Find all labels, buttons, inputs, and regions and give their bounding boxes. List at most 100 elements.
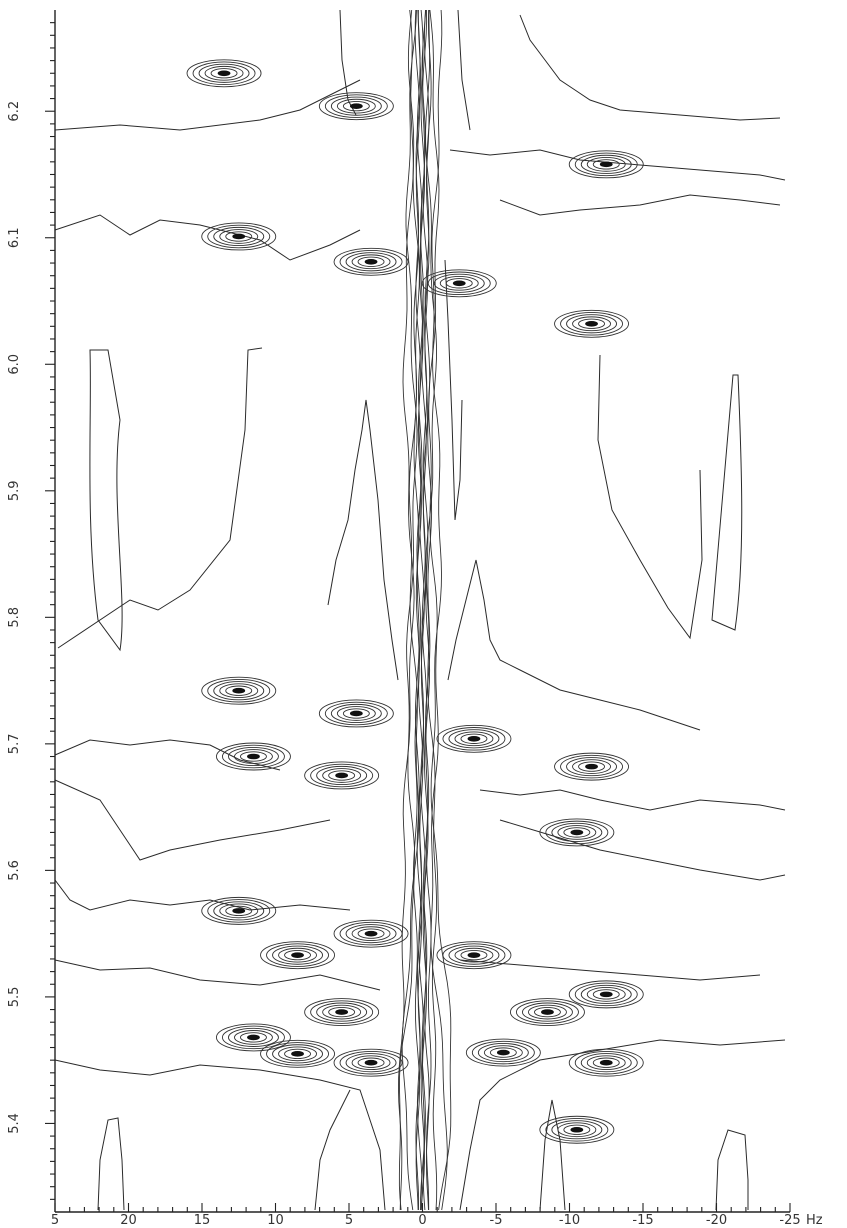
left-band-contour [89,349,123,652]
peak-contour-ring [219,683,259,699]
center-ridge-line [414,9,422,1211]
peak-contour-ring [522,1002,573,1022]
bottom-contour [54,1059,386,1211]
peak-contour-ring [342,708,370,719]
y-tick-label: 6.1 [7,227,22,248]
peak-contour-ring [460,733,488,744]
peak [539,818,615,847]
upper-left-contour [54,214,361,261]
peak-core [291,952,304,958]
mid-right-contour-2 [499,819,786,881]
peak-contour-ring [578,318,605,329]
center-ridge-line [398,9,418,1211]
peak-contour-ring [489,1047,517,1058]
peak [186,59,262,88]
peak-contour-ring [221,744,285,769]
peak-contour-ring [333,247,409,276]
peak-core [232,233,246,240]
peak-contour-ring [272,1044,323,1064]
peak-contour-ring [339,250,403,274]
right-ridge-contour [597,354,703,640]
peak-contour-ring [207,678,271,703]
peak-contour-ring [215,742,291,771]
peak-contour-ring [316,765,368,786]
peak-contour-ring [225,231,253,242]
peak-contour-ring [421,269,497,298]
peak-contour-ring [477,1043,529,1063]
peak-contour-ring [345,1053,397,1073]
peak-contour-ring [219,229,259,244]
peak-contour-ring [266,1042,329,1066]
peak-contour-ring [318,699,394,728]
x-tick-label: -20 [706,1213,727,1228]
bottom-mid-stem [314,1089,351,1211]
peak-contour-ring [483,1045,523,1060]
peak [260,941,335,970]
peak-contour-ring [551,1120,603,1140]
peak-contour-ring [213,226,265,247]
peak-contour-ring [207,224,271,249]
peak-contour-ring [278,1046,317,1062]
peak-core [570,829,584,836]
x-tick-label: 5 [345,1213,353,1228]
x-tick-label: -5 [490,1213,503,1228]
x-axis-unit-label: Hz [806,1213,823,1228]
peak-core [585,763,598,770]
center-ridge-line [401,9,420,1211]
peak-contour-ring [266,943,329,967]
contour-lines [54,9,786,1211]
peak-core [599,991,613,998]
peak-contour-ring [260,1039,335,1068]
peak [201,676,277,705]
peak [201,896,277,925]
peak-contour-ring [201,896,277,925]
peak-core [364,930,378,937]
peak-contour-ring [460,950,488,961]
center-ridge-line [421,9,429,1211]
peak-contour-ring [324,94,388,118]
peak [510,998,585,1027]
peak-contour-ring [551,822,603,842]
peak-contour-ring [345,252,397,272]
peak-contour-ring [333,919,409,948]
peak-contour-ring [557,825,597,840]
peak-contour-ring [210,68,238,79]
peak-contour-ring [433,273,485,293]
peak-contour-ring [304,998,380,1027]
peak-contour-ring [192,61,256,86]
peak-contour-ring [586,157,626,172]
center-ridge-line [423,9,431,1211]
center-ridge-line [412,9,420,1211]
mid-left-contour-2 [54,779,331,861]
peak-contour-ring [534,1006,561,1018]
peak-contour-ring [357,1057,385,1068]
bottom-left-stem [97,1117,125,1211]
peak-core [335,1009,349,1015]
peak-contour-ring [580,154,632,174]
center-ridge-line [428,9,448,1211]
peak-contour-ring [563,1124,591,1135]
x-tick-label: -15 [632,1213,653,1228]
peak [333,247,409,276]
peak-contour-ring [357,928,385,939]
peak-contour-ring [574,1050,638,1075]
peak-contour-ring [284,950,311,961]
peak-core [599,1059,613,1066]
peak-contour-ring [322,768,362,783]
peak-contour-ring [448,945,500,965]
peak-contour-ring [324,701,388,726]
peak [568,980,644,1009]
peak-contour-ring [572,759,611,774]
peak-contour-ring [225,905,253,917]
peak-contour-ring [201,676,277,705]
peak-contour-ring [345,924,397,944]
low-contour-2 [459,959,761,981]
peak-contour-ring [336,706,376,721]
peak-contour-ring [233,1030,273,1045]
center-ridge-line [430,9,452,1211]
center-ridge-lines [398,9,452,1211]
y-tick-label: 6.0 [7,354,22,375]
peak-core [364,1059,378,1066]
peak-contour-ring [351,1055,391,1071]
peak-core [364,258,378,265]
